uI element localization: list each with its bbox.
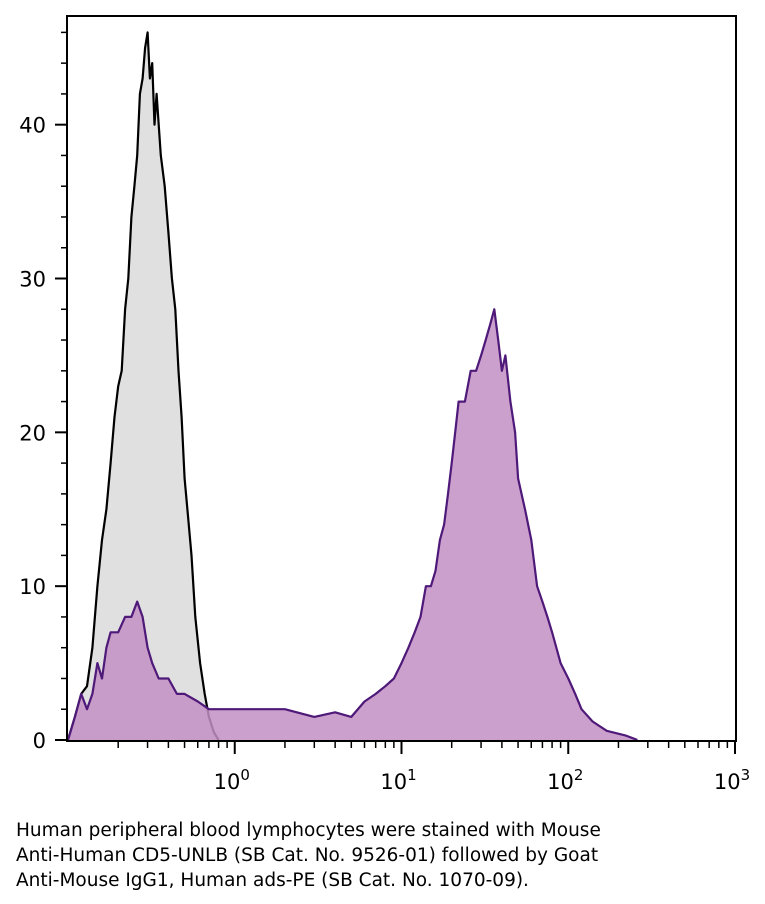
y-axis: 0 10 20 30 40 [19,31,67,753]
y-tick-label: 0 [33,729,46,753]
x-tick-label: 102 [547,766,583,794]
y-tick-label: 10 [19,575,46,599]
series-1-area [68,32,219,740]
caption-line-1: Human peripheral blood lymphocytes were … [16,820,601,841]
histogram-chart: 0 10 20 30 40 100 101 102 103 [19,15,750,794]
series-2-area [68,309,638,740]
series-layer [66,31,638,742]
caption-line-3: Anti-Mouse IgG1, Human ads-PE (SB Cat. N… [16,870,529,891]
x-axis: 100 101 102 103 [117,741,750,794]
x-tick-label: 101 [380,766,416,794]
x-tick-label: 100 [214,766,250,794]
series-1-line [66,31,220,741]
y-tick-label: 20 [19,421,46,445]
x-tick-label: 103 [714,766,750,794]
y-tick-label: 30 [19,268,46,292]
series-2-line [66,308,638,742]
caption-line-2: Anti-Human CD5-UNLB (SB Cat. No. 9526-01… [16,845,599,866]
figure-caption: Human peripheral blood lymphocytes were … [16,818,756,893]
y-tick-label: 40 [19,114,46,138]
